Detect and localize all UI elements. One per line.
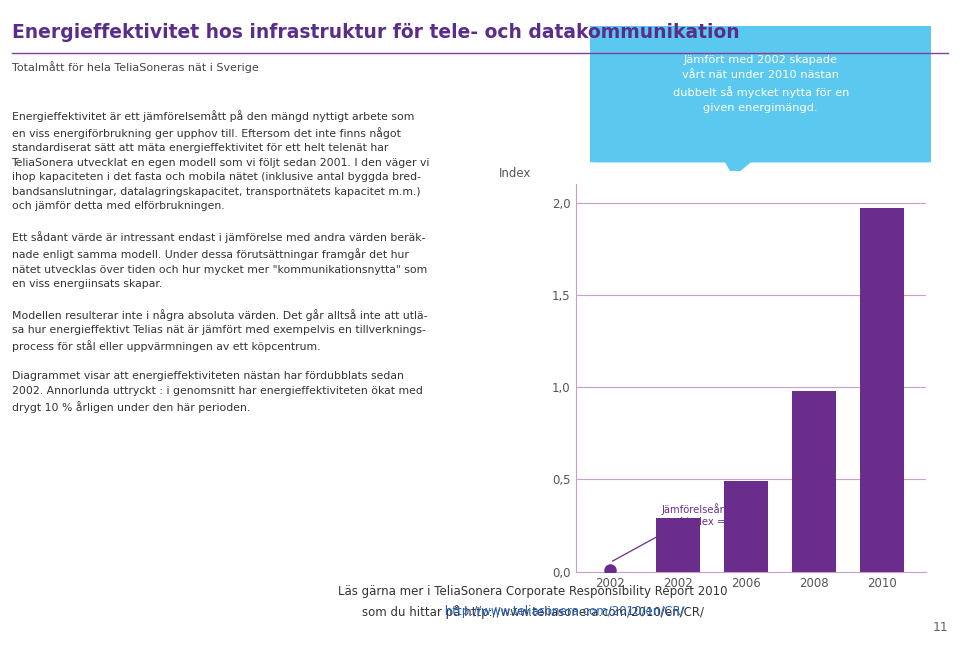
Text: Jämförelseår
med index =1: Jämförelseår med index =1 [612,503,732,561]
Bar [724,481,768,572]
Bar [656,518,700,572]
Text: Energieffektivitet är ett jämförelsemått på den mängd nyttigt arbete som
en viss: Energieffektivitet är ett jämförelsemått… [12,110,430,413]
Bar [860,208,904,572]
Text: som du hittar på http://www.teliasonera.com/2010/en/CR/: som du hittar på http://www.teliasonera.… [362,605,704,620]
Text: Jämfört med 2002 skapade
vårt nät under 2010 nästan
dubbelt så mycket nytta för : Jämfört med 2002 skapade vårt nät under … [673,55,849,113]
Text: Läs gärna mer i TeliaSonera Corporate Responsibility Report 2010: Läs gärna mer i TeliaSonera Corporate Re… [338,585,728,598]
Text: Index: Index [499,167,531,180]
Polygon shape [720,154,760,177]
Text: http://www.teliasonera.com/2010/en/CR/: http://www.teliasonera.com/2010/en/CR/ [381,605,684,618]
FancyBboxPatch shape [577,23,945,162]
Text: 11: 11 [933,621,948,634]
Bar [792,391,836,572]
Text: Totalmått för hela TeliaSoneras nät i Sverige: Totalmått för hela TeliaSoneras nät i Sv… [12,61,258,73]
Text: Energieffektivitet hos infrastruktur för tele- och datakommunikation: Energieffektivitet hos infrastruktur för… [12,23,739,41]
